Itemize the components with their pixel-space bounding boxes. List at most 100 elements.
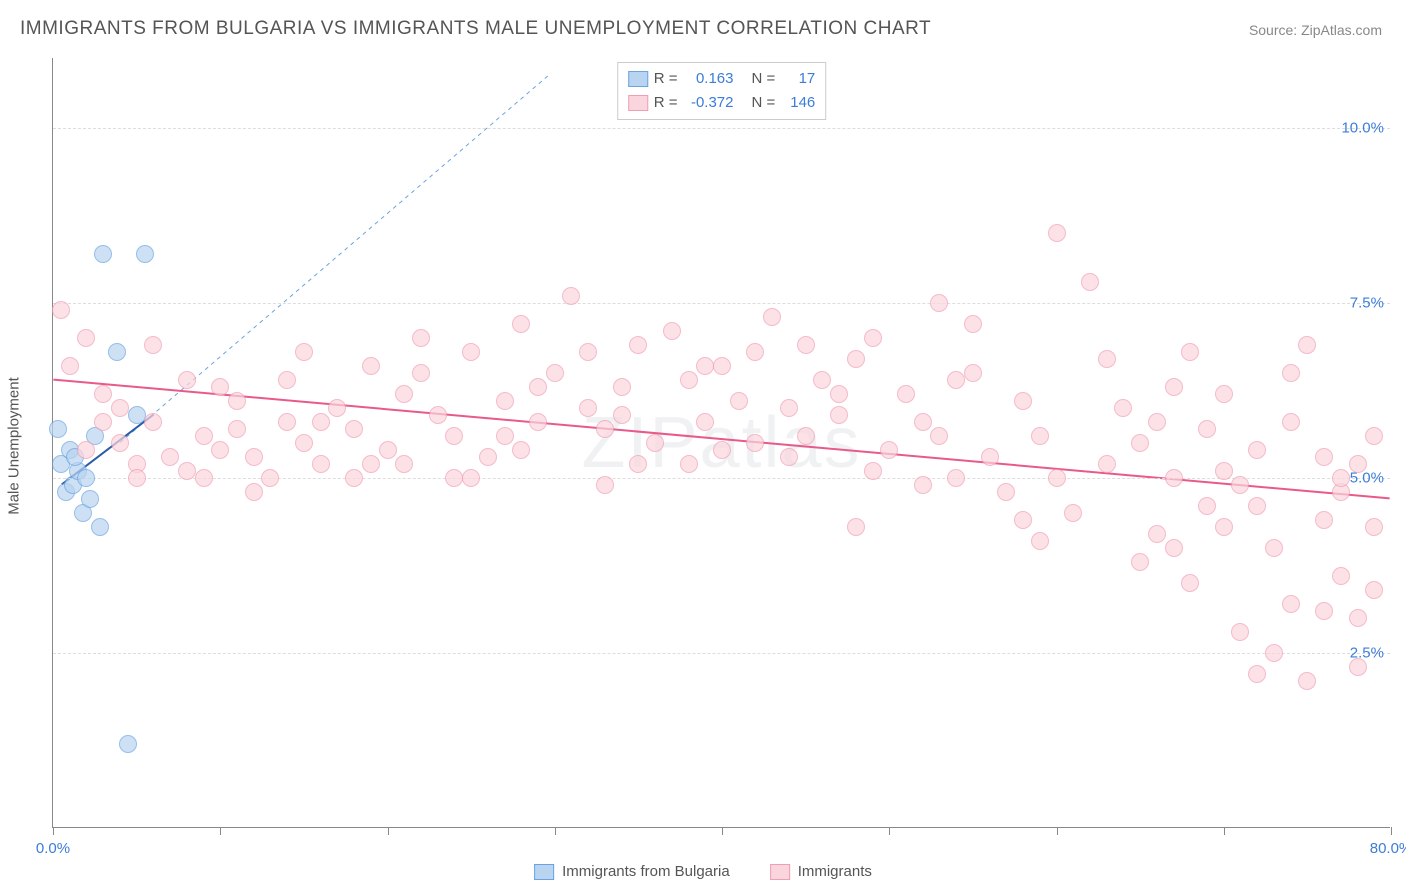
data-point xyxy=(195,427,213,445)
data-point xyxy=(1181,343,1199,361)
n-value: 17 xyxy=(781,67,815,91)
xtick xyxy=(1224,827,1225,835)
data-point xyxy=(830,385,848,403)
data-point xyxy=(111,399,129,417)
data-point xyxy=(496,392,514,410)
data-point xyxy=(629,455,647,473)
ytick-label: 10.0% xyxy=(1341,120,1384,137)
data-point xyxy=(379,441,397,459)
data-point xyxy=(1315,448,1333,466)
data-point xyxy=(512,315,530,333)
gridline xyxy=(53,478,1390,479)
data-point xyxy=(613,406,631,424)
data-point xyxy=(529,413,547,431)
data-point xyxy=(613,378,631,396)
data-point xyxy=(278,413,296,431)
data-point xyxy=(412,364,430,382)
data-point xyxy=(94,385,112,403)
data-point xyxy=(108,343,126,361)
data-point xyxy=(1014,392,1032,410)
xtick xyxy=(1057,827,1058,835)
data-point xyxy=(479,448,497,466)
data-point xyxy=(629,336,647,354)
data-point xyxy=(1231,476,1249,494)
data-point xyxy=(328,399,346,417)
data-point xyxy=(1198,420,1216,438)
r-label: R = xyxy=(654,91,678,115)
legend-row: R =0.163N =17 xyxy=(628,67,816,91)
r-value: -0.372 xyxy=(684,91,734,115)
data-point xyxy=(1349,609,1367,627)
data-point xyxy=(94,413,112,431)
r-value: 0.163 xyxy=(684,67,734,91)
data-point xyxy=(880,441,898,459)
data-point xyxy=(1349,455,1367,473)
data-point xyxy=(345,420,363,438)
data-point xyxy=(362,357,380,375)
data-point xyxy=(77,441,95,459)
data-point xyxy=(1048,469,1066,487)
xtick-label: 0.0% xyxy=(36,840,70,857)
legend-item: Immigrants xyxy=(770,863,872,880)
data-point xyxy=(1048,224,1066,242)
data-point xyxy=(195,469,213,487)
data-point xyxy=(128,406,146,424)
data-point xyxy=(1349,658,1367,676)
data-point xyxy=(61,357,79,375)
data-point xyxy=(1031,532,1049,550)
data-point xyxy=(429,406,447,424)
data-point xyxy=(94,245,112,263)
data-point xyxy=(947,371,965,389)
data-point xyxy=(211,378,229,396)
data-point xyxy=(696,357,714,375)
data-point xyxy=(1298,672,1316,690)
stats-legend: R =0.163N =17R =-0.372N =146 xyxy=(617,62,827,120)
data-point xyxy=(696,413,714,431)
data-point xyxy=(1098,455,1116,473)
data-point xyxy=(278,371,296,389)
data-point xyxy=(1248,665,1266,683)
data-point xyxy=(1332,567,1350,585)
data-point xyxy=(362,455,380,473)
data-point xyxy=(77,329,95,347)
data-point xyxy=(295,343,313,361)
xtick xyxy=(722,827,723,835)
data-point xyxy=(295,434,313,452)
data-point xyxy=(730,392,748,410)
data-point xyxy=(964,315,982,333)
data-point xyxy=(797,336,815,354)
data-point xyxy=(596,476,614,494)
data-point xyxy=(395,455,413,473)
data-point xyxy=(780,399,798,417)
data-point xyxy=(1265,644,1283,662)
data-point xyxy=(746,343,764,361)
y-axis-label: Male Unemployment xyxy=(6,377,23,515)
data-point xyxy=(930,427,948,445)
data-point xyxy=(780,448,798,466)
data-point xyxy=(562,287,580,305)
data-point xyxy=(663,322,681,340)
data-point xyxy=(1365,581,1383,599)
data-point xyxy=(746,434,764,452)
data-point xyxy=(864,329,882,347)
data-point xyxy=(496,427,514,445)
xtick xyxy=(1391,827,1392,835)
data-point xyxy=(161,448,179,466)
data-point xyxy=(1365,427,1383,445)
data-point xyxy=(395,385,413,403)
data-point xyxy=(1332,469,1350,487)
xtick xyxy=(220,827,221,835)
legend-swatch xyxy=(628,71,648,87)
xtick xyxy=(53,827,54,835)
data-point xyxy=(52,301,70,319)
data-point xyxy=(713,357,731,375)
r-label: R = xyxy=(654,67,678,91)
data-point xyxy=(930,294,948,312)
plot-area: ZIPatlas R =0.163N =17R =-0.372N =146 2.… xyxy=(52,58,1390,828)
source-attribution: Source: ZipAtlas.com xyxy=(1249,22,1382,38)
data-point xyxy=(1365,518,1383,536)
data-point xyxy=(1131,553,1149,571)
data-point xyxy=(1165,469,1183,487)
data-point xyxy=(178,462,196,480)
data-point xyxy=(579,399,597,417)
